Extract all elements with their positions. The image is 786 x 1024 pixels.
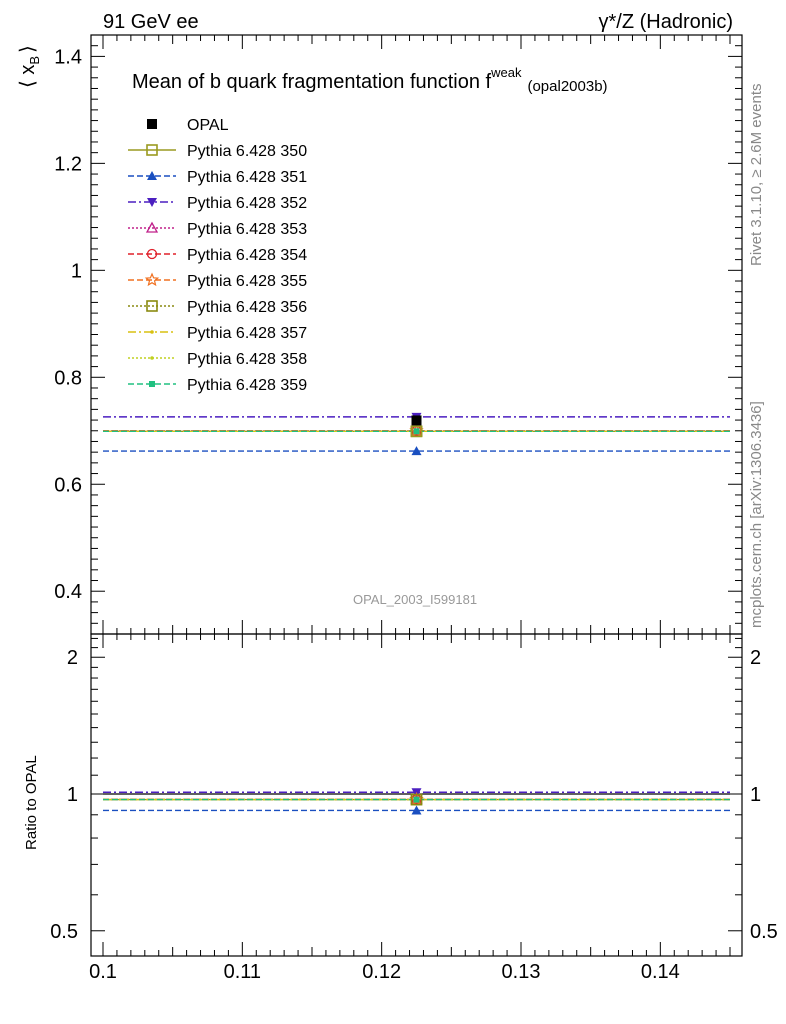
x-tick-label: 0.1 bbox=[89, 961, 117, 983]
x-axis-ticks: 0.1 0.11 0.12 0.13 0.14 bbox=[89, 961, 680, 983]
legend-marker-352 bbox=[147, 198, 157, 207]
series-marker-359 bbox=[413, 428, 420, 435]
header-process-label: γ*/Z (Hadronic) bbox=[599, 11, 733, 33]
legend-marker-357 bbox=[150, 330, 154, 334]
legend-label-351: Pythia 6.428 351 bbox=[187, 169, 307, 186]
x-tick-label: 0.12 bbox=[362, 961, 401, 983]
chart-title-superscript: weak bbox=[490, 65, 522, 80]
ratio-panel-ticks: 0.5 0.5 1 1 2 2 bbox=[50, 634, 778, 956]
main-y-tick-label: 1 bbox=[71, 260, 82, 282]
ratio-marker-356 bbox=[410, 793, 423, 806]
legend-marker-350 bbox=[146, 144, 158, 156]
analysis-id-label: OPAL_2003_I599181 bbox=[353, 592, 477, 607]
legend-label-355: Pythia 6.428 355 bbox=[187, 273, 307, 290]
legend-marker-358 bbox=[150, 356, 154, 360]
ratio-y-tick-label-right: 0.5 bbox=[750, 921, 778, 943]
main-panel-series bbox=[103, 412, 730, 456]
legend-label-353: Pythia 6.428 353 bbox=[187, 221, 307, 238]
x-tick-label: 0.14 bbox=[641, 961, 680, 983]
legend: OPAL Pythia 6.428 350 Pythia 6.428 351 Pyth… bbox=[128, 117, 307, 394]
ratio-y-tick-label-right: 2 bbox=[750, 647, 761, 669]
legend-marker-opal bbox=[147, 119, 157, 129]
main-y-tick-label: 0.6 bbox=[54, 474, 82, 496]
ratio-panel-series bbox=[103, 788, 730, 815]
legend-label-352: Pythia 6.428 352 bbox=[187, 195, 307, 212]
x-tick-label: 0.11 bbox=[224, 961, 261, 983]
y-axis-label-subscript: B bbox=[27, 56, 42, 65]
legend-label-opal: OPAL bbox=[187, 117, 229, 134]
legend-marker-353 bbox=[145, 221, 159, 233]
header-energy-label: 91 GeV ee bbox=[103, 11, 199, 33]
opal-data-point bbox=[411, 415, 422, 426]
ratio-y-axis-label: Ratio to OPAL bbox=[23, 755, 40, 850]
legend-label-356: Pythia 6.428 356 bbox=[187, 299, 307, 316]
chart-title-main: Mean of b quark fragmentation function f bbox=[132, 71, 492, 93]
mcplots-reference-text: mcplots.cern.ch [arXiv:1306.3436] bbox=[748, 401, 765, 628]
legend-label-354: Pythia 6.428 354 bbox=[187, 247, 307, 264]
main-y-axis-label: ⟨ xB ⟩ bbox=[17, 45, 42, 88]
ratio-panel-frame bbox=[90, 633, 743, 957]
legend-marker-351 bbox=[147, 171, 157, 180]
legend-marker-354 bbox=[146, 248, 158, 260]
legend-marker-359 bbox=[149, 381, 155, 387]
main-y-tick-label: 1.4 bbox=[54, 46, 82, 68]
ratio-y-tick-label-right: 1 bbox=[750, 784, 761, 806]
x-tick-label: 0.13 bbox=[502, 961, 541, 983]
ratio-marker-359 bbox=[413, 796, 420, 803]
series-marker-351 bbox=[411, 446, 422, 456]
ratio-marker-351 bbox=[411, 805, 422, 815]
main-y-tick-label: 0.8 bbox=[54, 367, 82, 389]
main-panel-ticks: 0.4 0.6 0.8 1 1.2 1.4 bbox=[54, 35, 742, 634]
legend-label-357: Pythia 6.428 357 bbox=[187, 325, 307, 342]
y-axis-label-main: ⟨ x bbox=[17, 65, 39, 88]
legend-label-350: Pythia 6.428 350 bbox=[187, 143, 307, 160]
main-y-tick-label: 1.2 bbox=[54, 153, 82, 175]
ratio-y-tick-label: 0.5 bbox=[50, 921, 78, 943]
main-y-tick-label: 0.4 bbox=[54, 581, 82, 603]
y-axis-label-close: ⟩ bbox=[17, 45, 39, 53]
legend-marker-356 bbox=[146, 300, 158, 312]
rivet-version-text: Rivet 3.1.10, ≥ 2.6M events bbox=[748, 84, 765, 267]
ratio-y-tick-label: 1 bbox=[67, 784, 78, 806]
legend-label-358: Pythia 6.428 358 bbox=[187, 351, 307, 368]
chart-title: Mean of b quark fragmentation function f… bbox=[132, 65, 608, 95]
legend-marker-355 bbox=[144, 272, 160, 287]
chart-title-tag: (opal2003b) bbox=[527, 78, 607, 95]
ratio-y-tick-label: 2 bbox=[67, 647, 78, 669]
series-marker-350-top bbox=[410, 425, 423, 438]
legend-label-359: Pythia 6.428 359 bbox=[187, 377, 307, 394]
